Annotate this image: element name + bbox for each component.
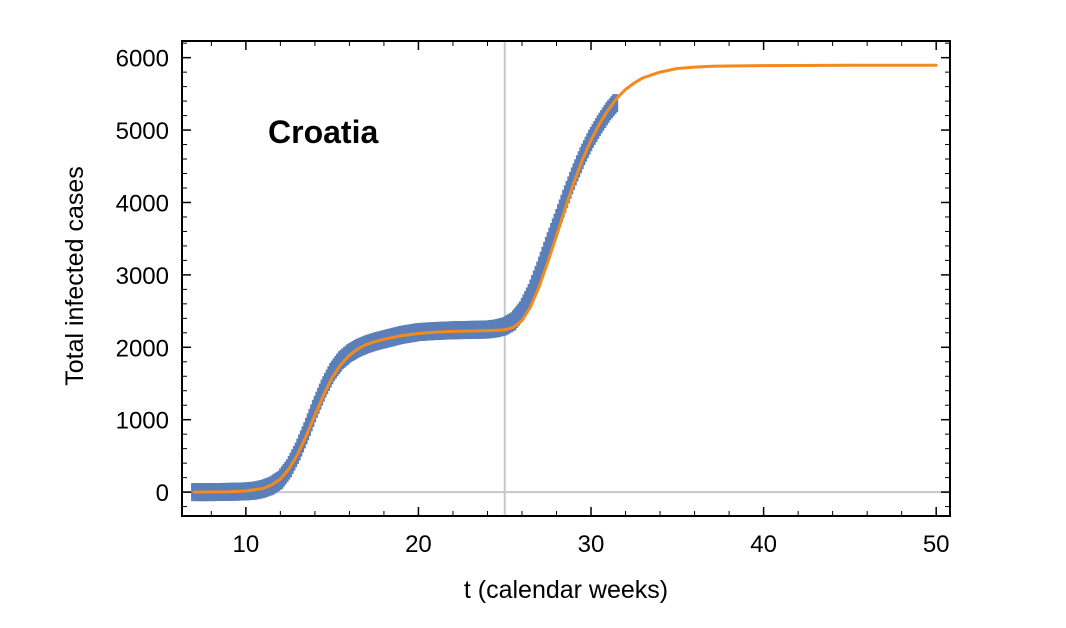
y-tick-label: 3000: [116, 263, 169, 290]
y-tick-label: 0: [156, 480, 169, 507]
y-tick-label: 4000: [116, 190, 169, 217]
fit-curve-line: [192, 63, 938, 494]
y-tick-label: 2000: [116, 335, 169, 362]
chart-annotation: Croatia: [268, 114, 378, 150]
axis-ticks: [182, 41, 950, 516]
x-axis-label: t (calendar weeks): [464, 576, 668, 604]
data-point: [612, 94, 619, 113]
series-layer: [191, 63, 938, 502]
y-tick-label: 6000: [116, 46, 169, 73]
data-series: [191, 94, 619, 502]
tick-labels: 10 20 30 40 50 0 1000 2000 3000 4000 5000 6000: [116, 46, 950, 558]
x-tick-label: 30: [578, 531, 605, 558]
y-tick-label: 1000: [116, 408, 169, 435]
x-tick-label: 10: [233, 531, 260, 558]
x-tick-label: 40: [750, 531, 777, 558]
x-tick-label: 50: [923, 531, 950, 558]
x-tick-label: 20: [405, 531, 432, 558]
plot-frame: [181, 40, 951, 517]
y-axis-label: Total infected cases: [61, 166, 89, 386]
y-tick-label: 5000: [116, 118, 169, 145]
reference-lines: [182, 41, 950, 516]
